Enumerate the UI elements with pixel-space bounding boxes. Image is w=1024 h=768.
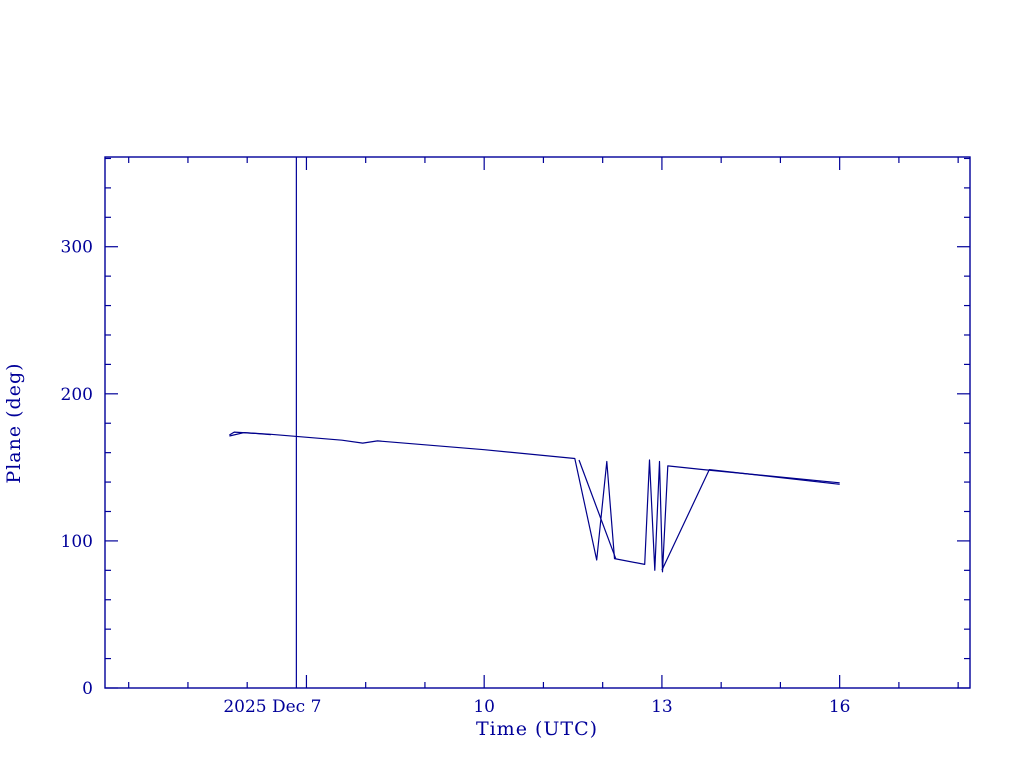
x-tick-label: 13	[651, 697, 673, 717]
y-tick-label: 100	[61, 532, 93, 552]
y-tick-label: 200	[61, 385, 93, 405]
y-tick-label: 0	[82, 679, 93, 699]
series-plane-angle-start-wiggle	[229, 432, 271, 437]
x-tick-label: 10	[473, 697, 495, 717]
series-plane-angle-branch-a	[578, 459, 617, 559]
series-plane-angle-branch-b	[661, 469, 840, 571]
axis-ticks	[105, 157, 970, 689]
x-tick-label: 16	[829, 697, 851, 717]
y-tick-label: 300	[61, 238, 93, 258]
y-axis-label: Plane (deg)	[3, 362, 25, 484]
axes-box	[104, 156, 971, 689]
tick-labels: 2025 Dec 7 10 13 16 0 100 200 300	[61, 238, 851, 717]
x-tick-label: 2025 Dec 7	[223, 697, 321, 717]
series-plane-angle-main	[229, 431, 840, 573]
x-axis-label: Time (UTC)	[475, 718, 599, 740]
